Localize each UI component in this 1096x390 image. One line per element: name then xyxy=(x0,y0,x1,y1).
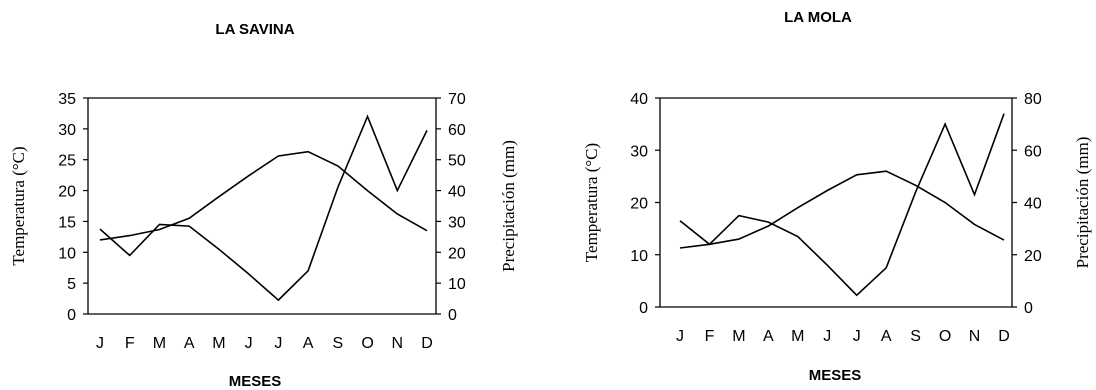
left-tick-label: 25 xyxy=(58,153,76,170)
right-tick-label: 50 xyxy=(448,153,466,170)
precipitation-line xyxy=(99,114,428,302)
month-label: F xyxy=(705,328,715,345)
month-label: D xyxy=(421,335,433,352)
right-tick-label: 40 xyxy=(448,184,466,201)
left-tick-label: 15 xyxy=(58,214,76,231)
right-tick-label: 10 xyxy=(448,276,466,293)
chart-title: LA SAVINA xyxy=(215,21,294,38)
month-label: M xyxy=(732,328,745,345)
month-label: S xyxy=(910,328,921,345)
right-tick-label: 80 xyxy=(1024,91,1042,108)
month-label: J xyxy=(676,328,684,345)
right-tick-label: 20 xyxy=(448,245,466,262)
month-label: A xyxy=(303,335,314,352)
month-label: M xyxy=(791,328,804,345)
precipitation-line xyxy=(679,113,1005,297)
month-label: N xyxy=(969,328,981,345)
left-tick-label: 10 xyxy=(58,245,76,262)
left-tick-label: 5 xyxy=(67,276,76,293)
left-tick-label: 20 xyxy=(58,184,76,201)
x-axis-label: MESES xyxy=(229,373,282,390)
month-label: J xyxy=(823,328,831,345)
month-label: O xyxy=(361,335,373,352)
left-tick-label: 30 xyxy=(630,143,648,160)
right-tick-label: 30 xyxy=(448,214,466,231)
left-tick-label: 10 xyxy=(630,248,648,265)
x-axis-label: MESES xyxy=(809,367,862,384)
month-label: F xyxy=(125,335,135,352)
month-label: J xyxy=(96,335,104,352)
left-y-axis-label: Temperatura (°C) xyxy=(582,143,601,262)
right-y-axis-label: Precipitación (mm) xyxy=(499,140,518,272)
month-label: J xyxy=(274,335,282,352)
left-tick-label: 0 xyxy=(639,300,648,317)
left-tick-label: 30 xyxy=(58,122,76,139)
month-label: D xyxy=(998,328,1010,345)
right-tick-label: 60 xyxy=(448,122,466,139)
chart-title: LA MOLA xyxy=(784,9,852,26)
month-label: N xyxy=(391,335,403,352)
right-y-axis-label: Precipitación (mm) xyxy=(1073,137,1092,269)
month-label: J xyxy=(245,335,253,352)
left-y-axis-label: Temperatura (°C) xyxy=(9,146,28,265)
right-tick-label: 0 xyxy=(1024,300,1033,317)
right-tick-label: 40 xyxy=(1024,196,1042,213)
right-tick-label: 70 xyxy=(448,91,466,108)
temperature-line xyxy=(99,150,428,241)
month-label: O xyxy=(939,328,951,345)
left-tick-label: 0 xyxy=(67,307,76,324)
month-label: S xyxy=(332,335,343,352)
month-label: M xyxy=(153,335,166,352)
month-label: A xyxy=(881,328,892,345)
left-tick-label: 20 xyxy=(630,196,648,213)
right-tick-label: 0 xyxy=(448,307,457,324)
month-label: M xyxy=(212,335,225,352)
right-tick-label: 60 xyxy=(1024,143,1042,160)
month-label: J xyxy=(853,328,861,345)
right-tick-label: 20 xyxy=(1024,248,1042,265)
temperature-line xyxy=(679,170,1005,249)
month-label: A xyxy=(184,335,195,352)
left-tick-label: 40 xyxy=(630,91,648,108)
month-label: A xyxy=(763,328,774,345)
left-tick-label: 35 xyxy=(58,91,76,108)
